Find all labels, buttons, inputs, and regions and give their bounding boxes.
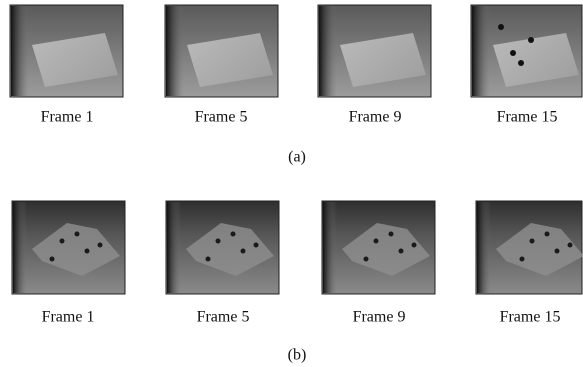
artifact <box>98 243 103 248</box>
figure: Frame 1 Frame 5 Frame 9 Frame 15 (a) Fra… <box>0 0 583 367</box>
edge-shadow <box>323 202 337 293</box>
artifact <box>389 232 394 237</box>
row-label: (a) <box>288 149 306 166</box>
edge-shadow <box>167 202 181 293</box>
edge-shadow <box>472 6 490 96</box>
artifact <box>498 24 504 30</box>
artifact <box>364 257 369 262</box>
depth-image <box>471 5 582 97</box>
depth-image <box>165 5 278 97</box>
artifact <box>206 257 211 262</box>
row-b: Frame 1 Frame 5 Frame 9 Frame 15 (b) <box>42 309 561 364</box>
caption: Frame 5 <box>197 309 250 326</box>
caption: Frame 1 <box>42 309 95 326</box>
caption: Frame 1 <box>41 109 94 126</box>
artifact <box>568 243 573 248</box>
artifact <box>545 232 550 237</box>
artifact <box>75 232 80 237</box>
depth-image <box>318 5 431 97</box>
row-a: Frame 1 Frame 5 Frame 9 Frame 15 (a) <box>41 109 558 166</box>
artifact <box>412 243 417 248</box>
edge-shadow <box>319 6 337 96</box>
artifact <box>530 239 535 244</box>
artifact <box>85 249 90 254</box>
caption: Frame 9 <box>349 109 402 126</box>
depth-image <box>10 5 123 97</box>
row-label: (b) <box>288 347 307 364</box>
artifact <box>50 257 55 262</box>
edge-shadow <box>11 6 29 96</box>
artifact <box>374 239 379 244</box>
caption: Frame 9 <box>353 309 406 326</box>
artifact <box>518 60 524 66</box>
edge-shadow <box>477 202 491 293</box>
artifact <box>528 37 534 43</box>
artifact <box>399 249 404 254</box>
caption: Frame 15 <box>497 109 558 126</box>
artifact <box>555 249 560 254</box>
artifact <box>510 50 516 56</box>
artifact <box>216 239 221 244</box>
depth-image <box>476 201 583 294</box>
artifact <box>254 243 259 248</box>
edge-shadow <box>166 6 184 96</box>
edge-shadow <box>13 202 27 293</box>
depth-image <box>166 201 279 294</box>
artifact <box>241 249 246 254</box>
depth-image <box>12 201 125 294</box>
depth-image <box>322 201 435 294</box>
artifact <box>520 257 525 262</box>
caption: Frame 15 <box>500 309 561 326</box>
artifact <box>231 232 236 237</box>
artifact <box>60 239 65 244</box>
caption: Frame 5 <box>195 109 248 126</box>
